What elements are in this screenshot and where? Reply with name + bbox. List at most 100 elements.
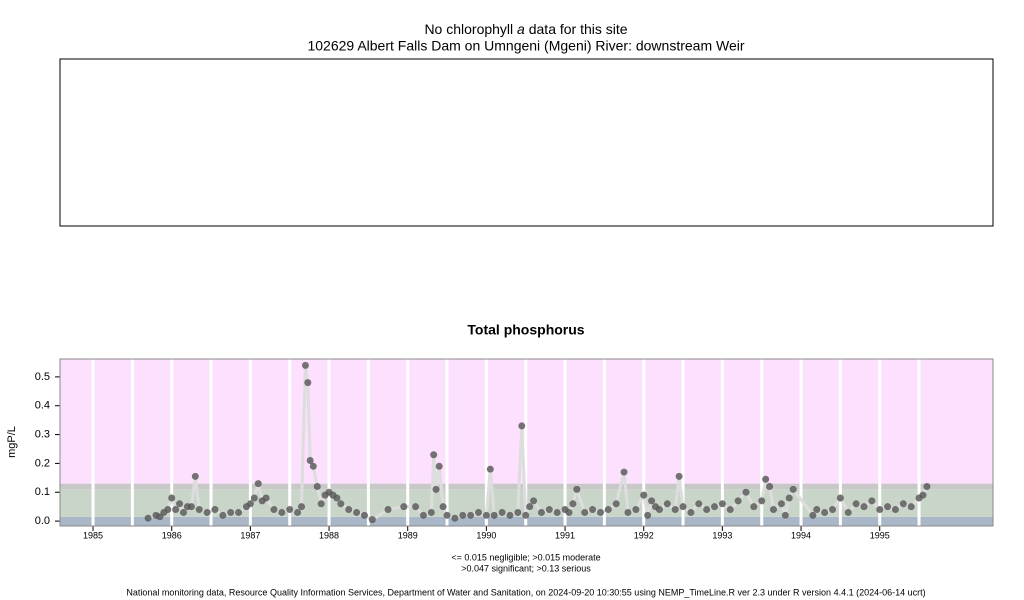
data-point xyxy=(632,506,640,514)
data-point xyxy=(298,503,306,511)
panel-title: No chlorophyll a data for this site xyxy=(424,21,627,37)
data-point xyxy=(475,508,483,516)
data-point xyxy=(923,482,931,490)
data-point xyxy=(644,511,652,519)
data-point xyxy=(836,494,844,502)
data-point xyxy=(304,379,312,387)
y-tick-label: 0.3 xyxy=(35,428,50,440)
data-point xyxy=(412,503,420,511)
data-point xyxy=(789,485,797,493)
data-point xyxy=(770,506,778,514)
data-point xyxy=(306,457,314,465)
footer: National monitoring data, Resource Quali… xyxy=(126,587,925,597)
data-point xyxy=(750,503,758,511)
data-point xyxy=(718,500,726,508)
data-point xyxy=(868,497,876,505)
data-point xyxy=(353,508,361,516)
data-point xyxy=(514,508,522,516)
data-point xyxy=(360,511,368,519)
data-point xyxy=(270,506,278,514)
data-point xyxy=(526,503,534,511)
data-point xyxy=(211,506,219,514)
x-tick-label: 1989 xyxy=(398,530,418,540)
panel-subtitle: 102629 Albert Falls Dam on Umngeni (Mgen… xyxy=(307,38,744,54)
data-point xyxy=(432,485,440,493)
data-point xyxy=(459,511,467,519)
y-tick-label: 0.4 xyxy=(35,400,50,412)
data-point xyxy=(711,503,719,511)
chart-title: Total phosphorus xyxy=(467,322,584,338)
data-point xyxy=(486,465,494,473)
data-point xyxy=(695,500,703,508)
data-point xyxy=(573,485,581,493)
data-point xyxy=(919,491,927,499)
data-point xyxy=(384,506,392,514)
y-tick-label: 0.2 xyxy=(35,457,50,469)
data-point xyxy=(144,514,152,522)
data-point xyxy=(313,482,321,490)
data-point xyxy=(844,508,852,516)
data-point xyxy=(766,482,774,490)
data-point xyxy=(569,500,577,508)
data-point xyxy=(620,468,628,476)
data-point xyxy=(219,511,227,519)
data-point xyxy=(235,508,243,516)
data-point xyxy=(262,494,270,502)
data-point xyxy=(419,511,427,519)
data-point xyxy=(522,511,530,519)
data-point xyxy=(195,506,203,514)
data-point xyxy=(294,508,302,516)
data-point xyxy=(176,500,184,508)
data-point xyxy=(679,503,687,511)
data-point xyxy=(451,514,459,522)
title-part: data for this site xyxy=(525,21,628,37)
data-point xyxy=(482,511,490,519)
data-point xyxy=(168,494,176,502)
data-point xyxy=(671,506,679,514)
data-point xyxy=(596,508,604,516)
x-tick-label: 1987 xyxy=(240,530,260,540)
data-point xyxy=(317,500,325,508)
data-point xyxy=(427,508,435,516)
data-point xyxy=(703,506,711,514)
data-point xyxy=(726,506,734,514)
data-point xyxy=(430,451,438,459)
data-point xyxy=(172,506,180,514)
data-point xyxy=(498,508,506,516)
data-point xyxy=(435,462,443,470)
data-point xyxy=(337,500,345,508)
data-point xyxy=(164,506,172,514)
data-point xyxy=(813,506,821,514)
data-point xyxy=(553,508,561,516)
data-point xyxy=(227,508,235,516)
data-point xyxy=(581,508,589,516)
data-point xyxy=(734,497,742,505)
x-tick-label: 1990 xyxy=(476,530,496,540)
data-point xyxy=(640,491,648,499)
data-point xyxy=(821,508,829,516)
x-tick-label: 1992 xyxy=(634,530,654,540)
data-point xyxy=(439,503,447,511)
data-point xyxy=(809,511,817,519)
data-point xyxy=(537,508,545,516)
data-point xyxy=(655,506,663,514)
data-point xyxy=(545,506,553,514)
data-point xyxy=(368,516,376,524)
data-point xyxy=(758,497,766,505)
data-point xyxy=(860,503,868,511)
data-point xyxy=(785,494,793,502)
plot: 1985 1986 1987 1988 1989 1990 1991 1992 1993 1994… xyxy=(35,358,994,540)
title-part: a xyxy=(517,21,525,37)
data-point xyxy=(278,508,286,516)
x-tick-label: 1985 xyxy=(83,530,103,540)
data-point xyxy=(467,511,475,519)
data-point xyxy=(781,511,789,519)
note: >0.047 significant; >0.13 serious xyxy=(461,563,591,573)
data-point xyxy=(246,500,254,508)
data-point xyxy=(829,506,837,514)
data-point xyxy=(443,511,451,519)
data-point xyxy=(187,503,195,511)
y-tick-label: 0.1 xyxy=(35,486,50,498)
x-tick-label: 1994 xyxy=(791,530,811,540)
